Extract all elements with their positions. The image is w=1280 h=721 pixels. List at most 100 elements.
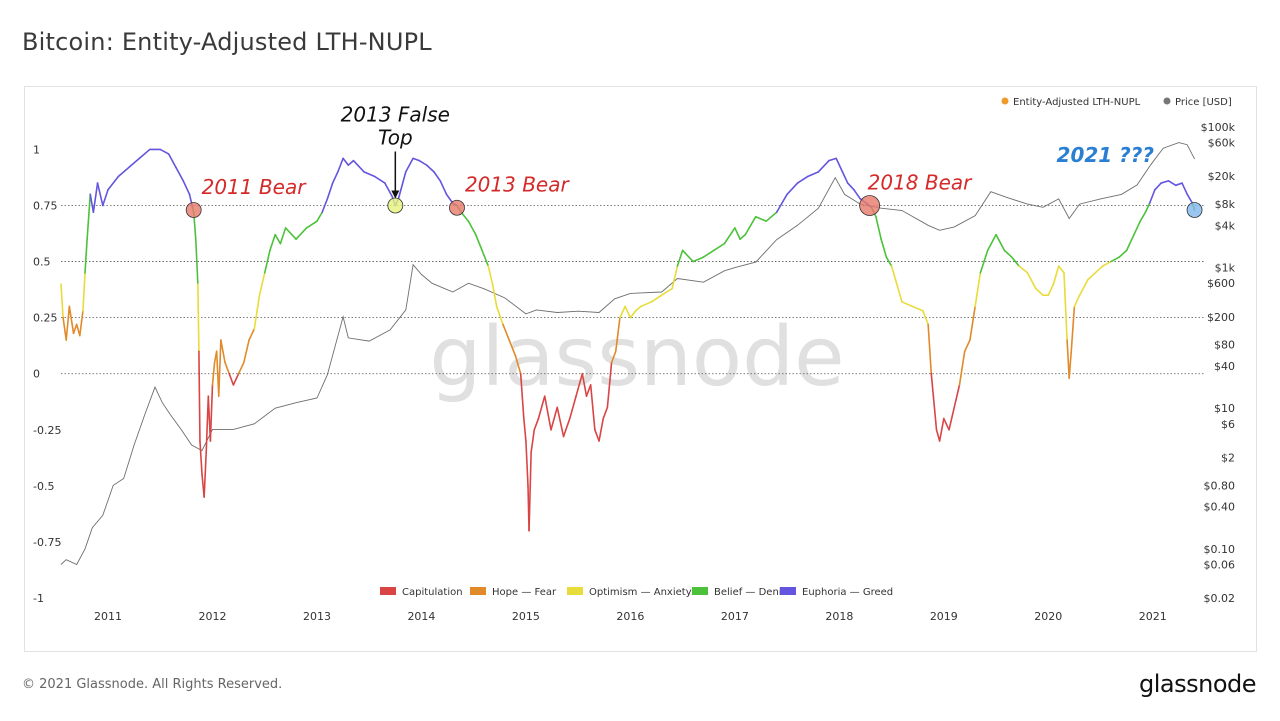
zone-legend[interactable]: Capitulation Hope — Fear Optimism — Anxiet… <box>380 587 893 598</box>
nupl-segment <box>853 189 862 200</box>
left-tick-label: 1 <box>33 143 40 156</box>
nupl-segment <box>922 310 929 326</box>
nupl-segment <box>487 265 494 285</box>
nupl-segment <box>1034 287 1044 297</box>
right-tick-label: $0.80 <box>1204 479 1236 492</box>
left-tick-label: 0.25 <box>33 312 58 325</box>
grid-layer <box>61 205 1205 375</box>
x-tick-label: 2020 <box>1034 610 1062 623</box>
nupl-segment <box>1139 211 1147 222</box>
nupl-segment <box>1087 271 1097 281</box>
nupl-segment <box>525 440 529 487</box>
nupl-segment <box>404 157 414 173</box>
zone-label[interactable]: Euphoria — Greed <box>802 587 893 598</box>
zone-swatch[interactable] <box>470 587 486 595</box>
nupl-segment <box>228 372 235 386</box>
x-tick-label: 2013 <box>303 610 331 623</box>
x-tick-label: 2014 <box>407 610 435 623</box>
nupl-segment <box>895 283 903 303</box>
nupl-segment <box>199 440 203 476</box>
nupl-segment <box>575 372 584 397</box>
nupl-segment <box>775 193 788 214</box>
left-tick-label: -1 <box>33 592 44 605</box>
annotation-label: 2018 Bear <box>868 171 974 195</box>
nupl-segment <box>1133 220 1142 236</box>
watermark: glassnode <box>429 310 844 405</box>
annotation-marker <box>859 195 881 216</box>
annotation-marker <box>1186 202 1203 218</box>
nupl-segment <box>1066 339 1070 380</box>
nupl-segment <box>263 249 271 274</box>
nupl-segment <box>841 171 849 184</box>
zone-swatch[interactable] <box>567 587 583 595</box>
right-axis: $100k $60k $20k $8k $4k $1k $600 $200 $80 $40 $10 $… <box>1201 121 1236 605</box>
nupl-segment <box>439 180 448 196</box>
nupl-segment <box>533 417 540 431</box>
nupl-segment <box>1070 305 1076 353</box>
right-tick-label: $20k <box>1208 170 1236 183</box>
nupl-segment <box>258 271 266 297</box>
nupl-segment <box>1073 294 1081 308</box>
x-tick-label: 2018 <box>825 610 853 623</box>
nupl-segment <box>979 249 989 274</box>
nupl-segment <box>481 249 490 267</box>
nupl-segment <box>1068 350 1073 380</box>
nupl-segment <box>1078 278 1089 297</box>
annotation-marker <box>449 199 465 216</box>
nupl-segment <box>935 428 941 442</box>
nupl-segment <box>433 171 442 182</box>
nupl-segment <box>243 339 250 364</box>
zone-swatch[interactable] <box>380 587 396 595</box>
left-tick-label: -0.5 <box>33 480 54 493</box>
zone-label[interactable]: Optimism — Anxiety <box>589 587 692 598</box>
nupl-segment <box>713 242 726 252</box>
legend-label[interactable]: Entity-Adjusted LTH-NUPL <box>1013 97 1141 108</box>
nupl-segment <box>101 189 109 207</box>
nupl-segment <box>92 182 99 214</box>
nupl-segment <box>958 350 966 386</box>
x-tick-label: 2017 <box>721 610 749 623</box>
legend-label[interactable]: Price [USD] <box>1175 97 1232 108</box>
right-tick-label: $0.40 <box>1204 501 1236 514</box>
annotation-label: 2013 False <box>341 103 450 127</box>
nupl-segment <box>1154 182 1162 191</box>
nupl-segment <box>159 148 170 155</box>
nupl-segment <box>397 171 407 200</box>
nupl-segment <box>1010 256 1020 267</box>
annotation-label: Top <box>378 126 413 150</box>
top-legend[interactable]: Entity-Adjusted LTH-NUPL Price [USD] <box>1001 97 1232 108</box>
nupl-segment <box>523 417 527 442</box>
nupl-segment <box>209 384 214 442</box>
nupl-segment <box>347 159 355 166</box>
right-tick-label: $60k <box>1208 137 1236 150</box>
nupl-segment <box>279 227 287 245</box>
nupl-segment <box>602 406 609 420</box>
nupl-segment <box>619 305 626 319</box>
legend-dot[interactable] <box>1163 97 1171 105</box>
nupl-segment <box>986 233 997 252</box>
nupl-segment <box>363 171 376 178</box>
x-tick-label: 2016 <box>616 610 644 623</box>
right-tick-label: $100k <box>1201 121 1236 134</box>
nupl-segment <box>943 417 950 431</box>
nupl-segment <box>62 316 68 341</box>
nupl-segment <box>1101 260 1112 267</box>
nupl-segment <box>352 159 365 173</box>
nupl-segment <box>89 193 95 214</box>
zone-label[interactable]: Belief — Denial <box>714 587 790 598</box>
nupl-segment <box>412 157 421 162</box>
x-tick-label: 2015 <box>512 610 540 623</box>
nupl-segment <box>765 211 778 222</box>
glassnode-logo[interactable]: glassnode <box>1138 670 1257 698</box>
zone-swatch[interactable] <box>780 587 796 595</box>
legend-dot[interactable] <box>1001 97 1009 105</box>
zone-swatch[interactable] <box>692 587 708 595</box>
nupl-segment <box>835 157 844 173</box>
left-tick-label: -0.25 <box>33 424 61 437</box>
zone-label[interactable]: Capitulation <box>402 587 463 598</box>
right-tick-label: $10 <box>1214 402 1235 415</box>
nupl-segment <box>321 197 329 214</box>
zone-label[interactable]: Hope — Fear <box>492 587 557 598</box>
x-tick-label: 2011 <box>94 610 122 623</box>
nupl-segment <box>342 157 350 166</box>
